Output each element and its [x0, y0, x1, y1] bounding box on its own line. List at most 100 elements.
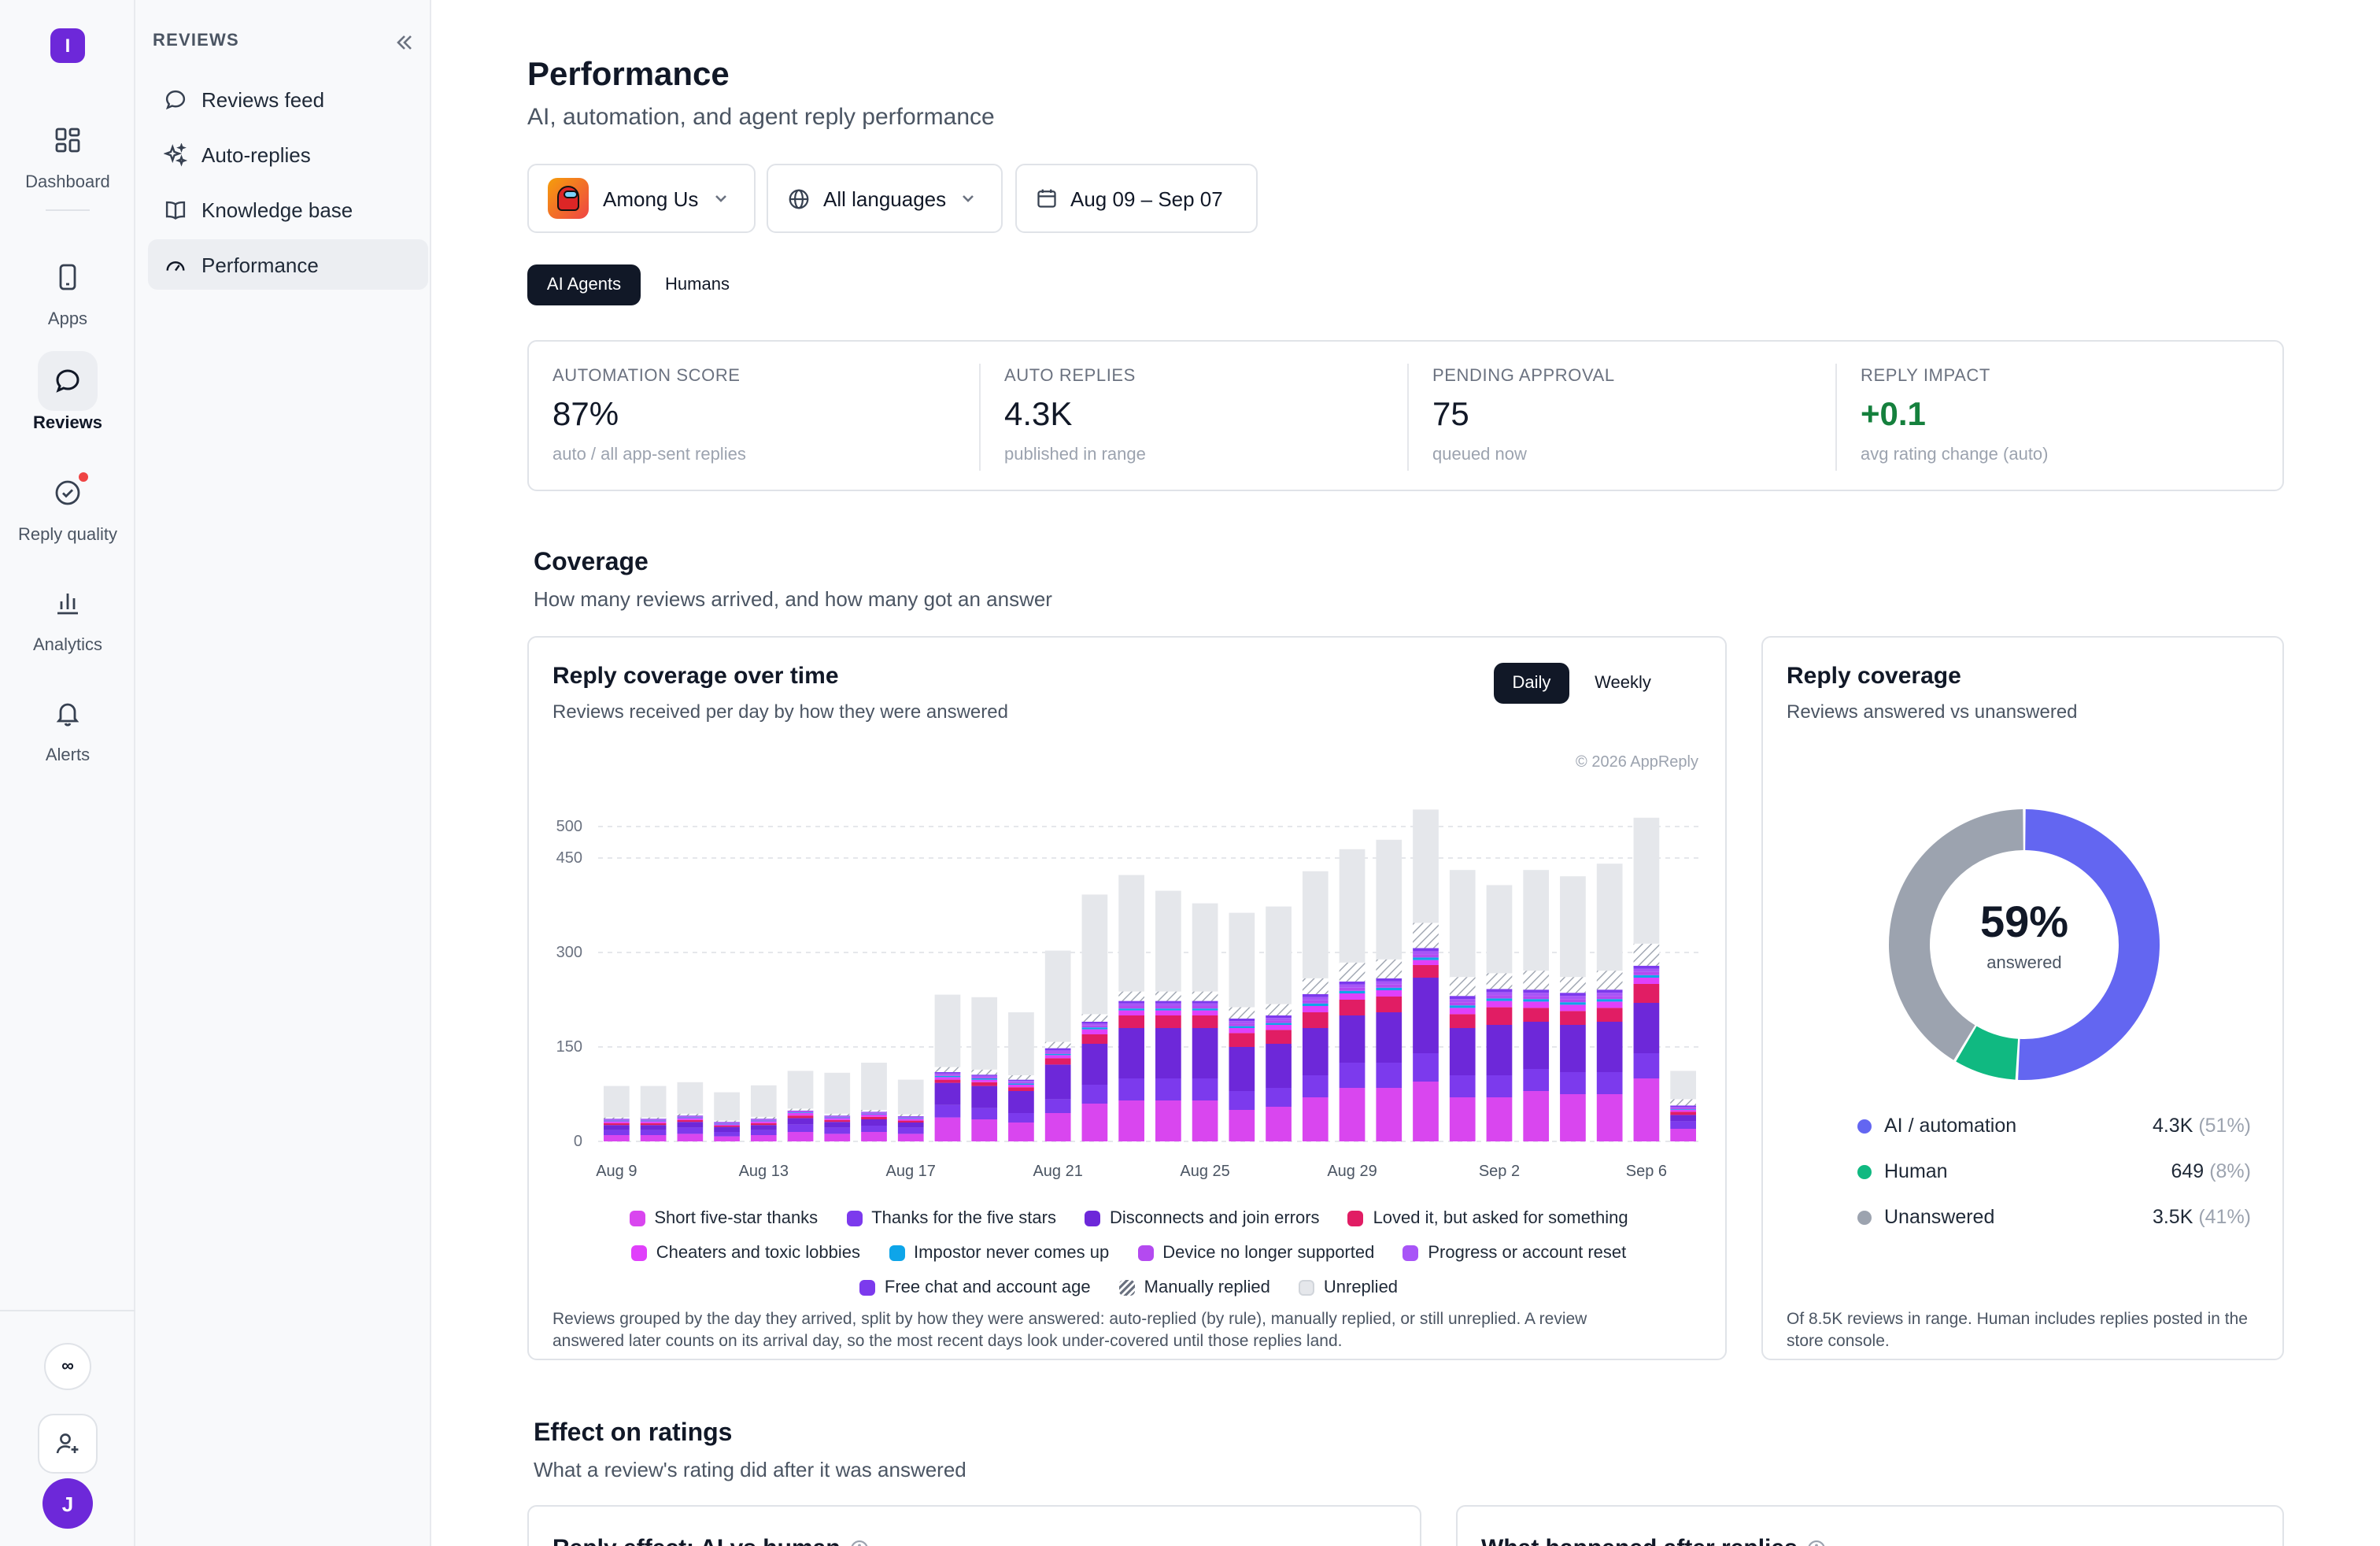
bar-segment[interactable] — [1376, 959, 1402, 978]
rail-item-reply-quality[interactable]: Reply quality — [0, 463, 135, 545]
bar-segment[interactable] — [1449, 1005, 1476, 1008]
bar-segment[interactable] — [1449, 1008, 1476, 1015]
bar-segment[interactable] — [971, 997, 998, 1070]
bar-segment[interactable] — [824, 1119, 851, 1123]
bar-segment[interactable] — [1413, 951, 1439, 955]
bar-segment[interactable] — [861, 1126, 887, 1132]
bar-segment[interactable] — [1008, 1085, 1034, 1088]
bar-segment[interactable] — [1008, 1079, 1034, 1082]
bar-segment[interactable] — [1523, 1001, 1550, 1008]
bar-segment[interactable] — [1523, 1069, 1550, 1091]
bar-segment[interactable] — [1560, 876, 1586, 978]
bar-segment[interactable] — [897, 1114, 924, 1116]
bar-segment[interactable] — [677, 1122, 704, 1128]
bar-segment[interactable] — [861, 1111, 887, 1113]
bar-segment[interactable] — [1633, 968, 1660, 972]
bar-segment[interactable] — [714, 1092, 740, 1121]
bar-segment[interactable] — [1486, 989, 1513, 993]
bar-segment[interactable] — [1596, 1022, 1623, 1072]
bar-segment[interactable] — [934, 1074, 961, 1076]
bar-segment[interactable] — [714, 1136, 740, 1141]
bar-segment[interactable] — [1266, 1004, 1292, 1015]
bar-segment[interactable] — [787, 1112, 814, 1113]
bar-segment[interactable] — [787, 1071, 814, 1109]
legend-item[interactable]: Impostor never comes up — [889, 1244, 1109, 1263]
bar-segment[interactable] — [1560, 996, 1586, 1000]
bar-segment[interactable] — [1413, 948, 1439, 952]
bar-segment[interactable] — [750, 1123, 777, 1126]
bar-segment[interactable] — [1486, 1000, 1513, 1008]
bar-segment[interactable] — [787, 1111, 814, 1113]
bar-segment[interactable] — [677, 1119, 704, 1123]
bar-segment[interactable] — [640, 1125, 667, 1130]
bar-segment[interactable] — [1118, 1008, 1144, 1011]
bar-segment[interactable] — [1376, 987, 1402, 990]
bar-segment[interactable] — [1449, 1075, 1476, 1097]
bar-segment[interactable] — [1302, 993, 1329, 997]
bar-segment[interactable] — [1155, 1000, 1181, 1004]
bar-segment[interactable] — [861, 1110, 887, 1112]
bar-segment[interactable] — [1155, 1006, 1181, 1009]
bar-segment[interactable] — [714, 1124, 740, 1126]
subnav-item-performance[interactable]: Performance — [148, 239, 428, 290]
bar-segment[interactable] — [1633, 984, 1660, 1003]
bar-segment[interactable] — [1449, 999, 1476, 1003]
bar-segment[interactable] — [1633, 1003, 1660, 1053]
bar-segment[interactable] — [1633, 975, 1660, 978]
app-selector[interactable]: Among Us — [527, 164, 756, 233]
bar-segment[interactable] — [1044, 1052, 1071, 1054]
bar-segment[interactable] — [714, 1126, 740, 1132]
user-avatar[interactable]: J — [42, 1478, 93, 1529]
bar-segment[interactable] — [1376, 839, 1402, 960]
bar-segment[interactable] — [1560, 1002, 1586, 1005]
bar-segment[interactable] — [897, 1079, 924, 1115]
bar-segment[interactable] — [1229, 1023, 1255, 1026]
bar-segment[interactable] — [934, 1072, 961, 1074]
bar-segment[interactable] — [1266, 1023, 1292, 1025]
bar-segment[interactable] — [1670, 1105, 1696, 1107]
bar-segment[interactable] — [1633, 817, 1660, 944]
bar-segment[interactable] — [1192, 1006, 1218, 1009]
bar-segment[interactable] — [1266, 906, 1292, 1004]
bar-segment[interactable] — [750, 1130, 777, 1135]
bar-segment[interactable] — [897, 1119, 924, 1121]
bar-segment[interactable] — [1560, 993, 1586, 997]
bar-segment[interactable] — [1081, 1104, 1108, 1141]
bar-segment[interactable] — [1376, 1088, 1402, 1141]
bar-segment[interactable] — [1486, 998, 1513, 1001]
bar-segment[interactable] — [677, 1082, 704, 1114]
bar-segment[interactable] — [1596, 864, 1623, 971]
bar-segment[interactable] — [1118, 1100, 1144, 1141]
bar-segment[interactable] — [1192, 1100, 1218, 1141]
bar-segment[interactable] — [1523, 1091, 1550, 1141]
info-icon[interactable] — [1807, 1539, 1826, 1546]
bar-segment[interactable] — [640, 1120, 667, 1122]
bar-segment[interactable] — [1008, 1081, 1034, 1082]
bar-segment[interactable] — [1486, 1075, 1513, 1097]
bar-segment[interactable] — [1560, 1094, 1586, 1141]
bar-segment[interactable] — [1155, 890, 1181, 992]
donut-slice[interactable] — [2018, 809, 2160, 1080]
donut-slice[interactable] — [1956, 1026, 2019, 1080]
toggle-daily[interactable]: Daily — [1494, 663, 1569, 704]
rail-item-alerts[interactable]: Alerts — [0, 683, 135, 765]
bar-segment[interactable] — [1633, 971, 1660, 975]
bar-segment[interactable] — [897, 1118, 924, 1119]
bar-segment[interactable] — [604, 1119, 630, 1120]
bar-segment[interactable] — [750, 1116, 777, 1119]
rail-item-reviews[interactable]: Reviews — [0, 351, 135, 433]
bar-segment[interactable] — [750, 1119, 777, 1121]
bar-segment[interactable] — [1266, 1088, 1292, 1107]
bar-segment[interactable] — [677, 1118, 704, 1120]
bar-segment[interactable] — [897, 1117, 924, 1119]
bar-segment[interactable] — [971, 1108, 998, 1119]
bar-segment[interactable] — [787, 1118, 814, 1125]
bar-segment[interactable] — [934, 1067, 961, 1072]
rail-item-analytics[interactable]: Analytics — [0, 573, 135, 655]
bar-segment[interactable] — [1413, 923, 1439, 949]
bar-segment[interactable] — [1008, 1082, 1034, 1084]
bar-segment[interactable] — [824, 1116, 851, 1117]
bar-segment[interactable] — [1008, 1113, 1034, 1123]
bar-segment[interactable] — [640, 1123, 667, 1126]
bar-segment[interactable] — [1118, 1010, 1144, 1015]
